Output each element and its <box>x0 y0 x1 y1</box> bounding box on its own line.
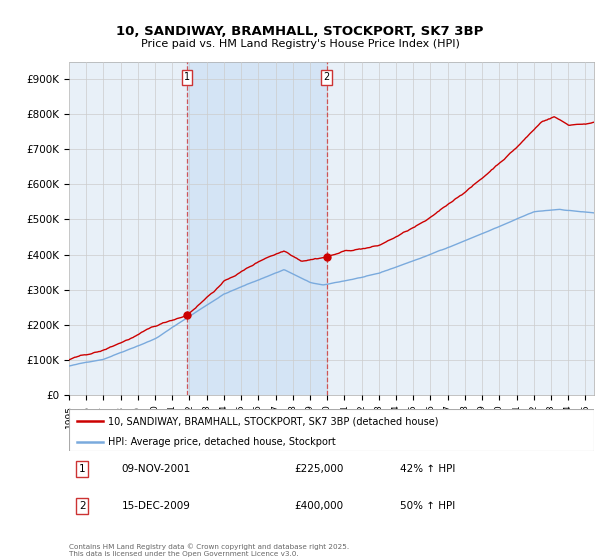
Bar <box>187 62 326 395</box>
Text: 1: 1 <box>79 464 85 474</box>
Text: 1: 1 <box>184 72 190 82</box>
Text: 09-NOV-2001: 09-NOV-2001 <box>121 464 191 474</box>
Text: 42% ↑ HPI: 42% ↑ HPI <box>400 464 455 474</box>
Text: 15-DEC-2009: 15-DEC-2009 <box>121 501 190 511</box>
Text: Price paid vs. HM Land Registry's House Price Index (HPI): Price paid vs. HM Land Registry's House … <box>140 39 460 49</box>
Text: £225,000: £225,000 <box>295 464 344 474</box>
Text: 2: 2 <box>79 501 85 511</box>
Text: 10, SANDIWAY, BRAMHALL, STOCKPORT, SK7 3BP: 10, SANDIWAY, BRAMHALL, STOCKPORT, SK7 3… <box>116 25 484 38</box>
Text: 10, SANDIWAY, BRAMHALL, STOCKPORT, SK7 3BP (detached house): 10, SANDIWAY, BRAMHALL, STOCKPORT, SK7 3… <box>109 417 439 426</box>
Text: £400,000: £400,000 <box>295 501 344 511</box>
Text: 50% ↑ HPI: 50% ↑ HPI <box>400 501 455 511</box>
Text: Contains HM Land Registry data © Crown copyright and database right 2025.
This d: Contains HM Land Registry data © Crown c… <box>69 544 349 557</box>
Text: 2: 2 <box>323 72 329 82</box>
Text: HPI: Average price, detached house, Stockport: HPI: Average price, detached house, Stoc… <box>109 437 336 446</box>
